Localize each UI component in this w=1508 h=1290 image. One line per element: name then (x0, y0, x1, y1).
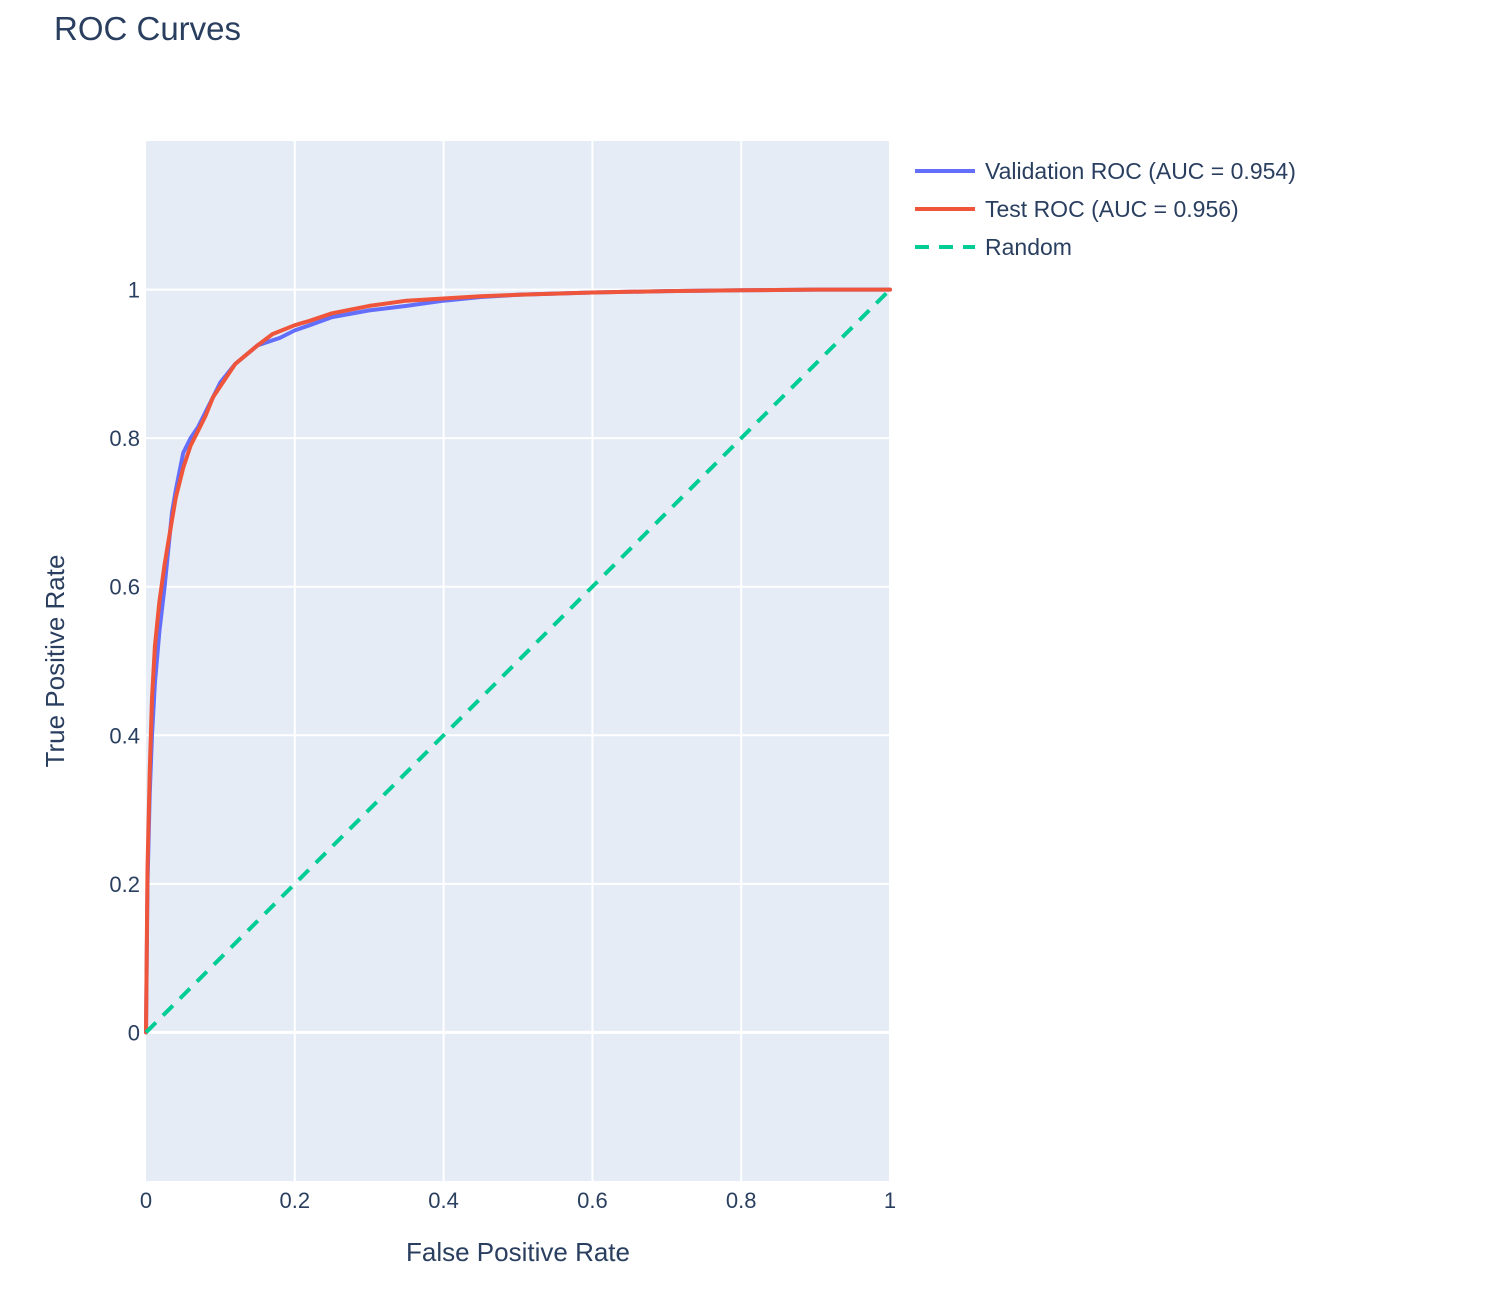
x-tick-label: 0.6 (577, 1188, 608, 1213)
x-tick-label: 0.8 (726, 1188, 757, 1213)
series-line-random[interactable] (144, 288, 892, 1034)
y-tick-label: 1 (128, 278, 140, 303)
x-tick-label: 1 (884, 1188, 896, 1213)
x-tick-label: 0 (140, 1188, 152, 1213)
y-tick-label: 0.8 (109, 426, 140, 451)
series-layer (144, 287, 892, 1035)
legend-label: Random (985, 234, 1072, 260)
y-axis-title: True Positive Rate (40, 555, 70, 768)
legend-item[interactable]: Test ROC (AUC = 0.956) (915, 196, 1239, 222)
y-tick-label: 0.6 (109, 575, 140, 600)
legend[interactable]: Validation ROC (AUC = 0.954) Test ROC (AU… (915, 158, 1296, 260)
x-tick-label: 0.4 (428, 1188, 459, 1213)
legend-label: Validation ROC (AUC = 0.954) (985, 158, 1296, 184)
y-tick-label: 0.2 (109, 872, 140, 897)
x-tick-label: 0.2 (280, 1188, 311, 1213)
y-tick-label: 0.4 (109, 723, 140, 748)
legend-item[interactable]: Validation ROC (AUC = 0.954) (915, 158, 1296, 184)
plot-area (146, 141, 890, 1181)
legend-label: Test ROC (AUC = 0.956) (985, 196, 1239, 222)
series-line-test[interactable] (144, 287, 892, 1035)
x-axis-title: False Positive Rate (406, 1237, 630, 1267)
tick-labels: 0 0.2 0.4 0.6 0.8 1 0 0.2 0.4 0.6 0.8 1 (109, 278, 896, 1213)
chart-title: ROC Curves (54, 10, 242, 47)
legend-item[interactable]: Random (915, 234, 1072, 260)
y-tick-label: 0 (128, 1020, 140, 1045)
